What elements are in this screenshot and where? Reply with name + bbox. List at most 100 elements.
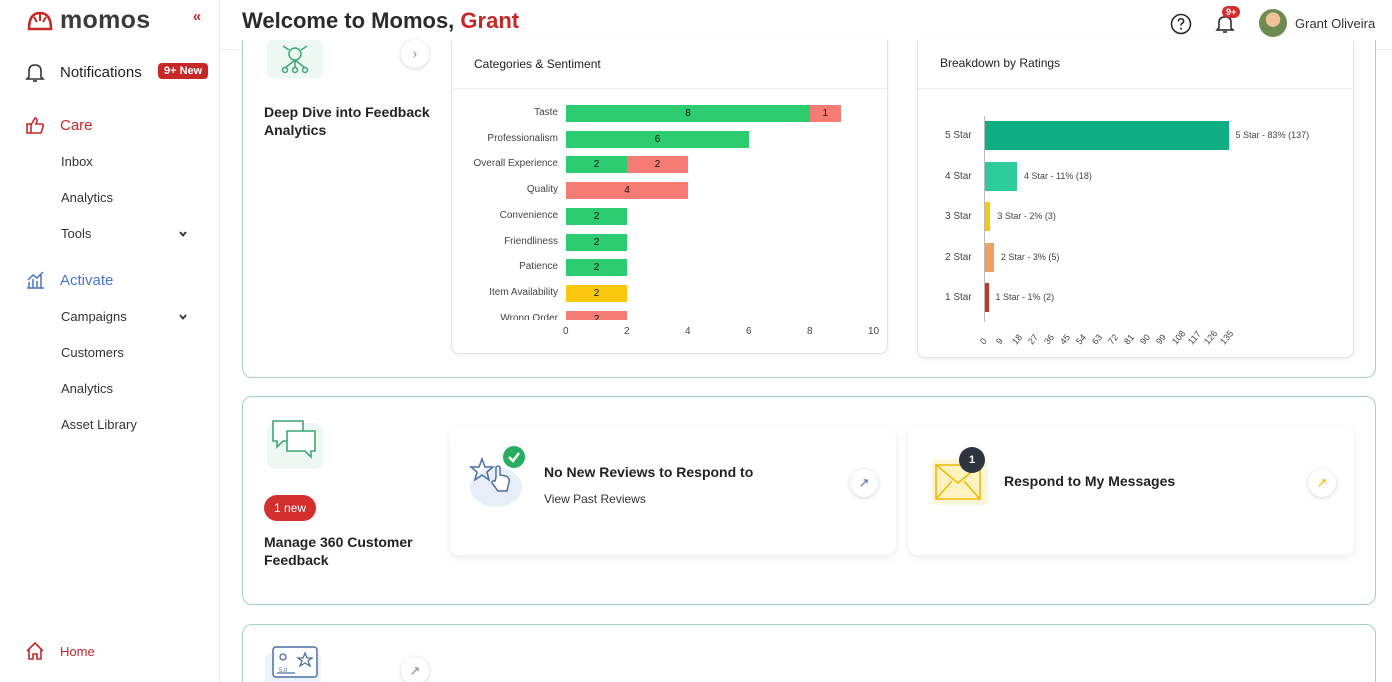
user-name[interactable]: Grant Oliveira — [1295, 16, 1376, 31]
sidebar-item-tools[interactable]: Tools — [61, 226, 92, 241]
x-tick-label: 45 — [1058, 332, 1073, 347]
view-past-reviews-link[interactable]: View Past Reviews — [544, 492, 646, 506]
x-tick-label: 135 — [1218, 328, 1236, 347]
sidebar-item-activate[interactable]: Activate — [24, 269, 113, 291]
ratings-chart: 5 Star 5 Star - 83% (137) 4 Star 4 Star - 1… — [918, 40, 1355, 358]
messages-count-badge: 1 — [959, 447, 985, 473]
rating-star-icon — [265, 646, 321, 682]
chevron-down-icon[interactable] — [178, 312, 188, 322]
panel-divider — [452, 88, 887, 89]
category-bar-segment[interactable]: 2 — [566, 233, 627, 251]
x-tick-label: 0 — [563, 326, 569, 337]
rating-bar[interactable] — [985, 242, 994, 272]
y-axis-line — [984, 116, 985, 322]
sidebar-item-notifications[interactable]: Notifications — [24, 61, 142, 83]
categories-panel-title: Categories & Sentiment — [474, 57, 601, 71]
avatar[interactable] — [1259, 9, 1287, 37]
momos-logo-icon — [27, 11, 53, 30]
ratings-breakdown-panel: Breakdown by Ratings 5 Star 5 Star - 83% … — [917, 40, 1354, 358]
category-bar-segment[interactable]: 6 — [566, 130, 749, 148]
x-tick-label: 6 — [746, 326, 752, 337]
category-label: Patience — [519, 261, 558, 273]
sidebar-item-care[interactable]: Care — [24, 114, 93, 136]
category-bar-segment[interactable]: 2 — [566, 207, 627, 225]
categories-plot-area: Taste 8 1 Professionalism 6 Overall Experienc… — [452, 95, 889, 320]
sidebar-item-home[interactable]: Home — [24, 640, 95, 662]
rating-data-label: 3 Star - 2% (3) — [997, 211, 1056, 221]
x-tick-label: 0 — [978, 336, 989, 347]
sidebar-item-customers[interactable]: Customers — [61, 345, 124, 360]
category-bar-segment[interactable]: 8 — [566, 105, 810, 122]
sidebar-item-care-analytics[interactable]: Analytics — [61, 190, 114, 205]
sidebar-item-asset-library[interactable]: Asset Library — [61, 417, 137, 432]
open-feedback-analytics-button[interactable]: › — [401, 40, 429, 68]
x-tick-label: 81 — [1122, 332, 1137, 347]
momos-logo[interactable]: momos — [26, 6, 150, 35]
bar-chart-icon — [27, 271, 44, 289]
x-tick-label: 63 — [1090, 332, 1105, 347]
messages-arrow-button[interactable]: ↗ — [1308, 469, 1336, 497]
feedback-analytics-section: › Deep Dive into Feedback Analytics Cate… — [242, 40, 1376, 378]
rating-label: 5 Star — [945, 130, 972, 141]
rating-label: 3 Star — [945, 211, 972, 222]
reviews-summary-arrow-button[interactable]: ↗ — [401, 657, 429, 682]
x-tick-label: 108 — [1170, 328, 1188, 347]
reviews-summary-section: 5.0 ↗ — [242, 624, 1376, 682]
category-label: Overall Experience — [473, 158, 558, 170]
messages-card[interactable]: 1 Respond to My Messages ↗ — [908, 427, 1354, 555]
rating-label: 4 Star — [945, 170, 972, 182]
messages-card-title: Respond to My Messages — [1004, 473, 1176, 489]
category-label: Convenience — [499, 209, 558, 221]
rating-bar[interactable] — [985, 121, 1229, 150]
rating-bar[interactable] — [985, 161, 1017, 191]
chevron-down-icon[interactable] — [178, 229, 188, 239]
rating-data-label: 4 Star - 11% (18) — [1024, 170, 1092, 181]
x-tick-label: 126 — [1202, 328, 1220, 347]
x-tick-label: 54 — [1074, 332, 1089, 347]
panel-divider — [918, 88, 1353, 89]
x-tick-label: 10 — [868, 326, 880, 337]
x-tick-label: 27 — [1026, 332, 1041, 347]
category-label: Item Availability — [489, 286, 558, 298]
collapse-sidebar-button[interactable]: « — [192, 8, 202, 25]
sidebar-item-activate-analytics[interactable]: Analytics — [61, 381, 114, 396]
rating-label: 1 Star — [945, 292, 972, 303]
customer-feedback-section: 1 new Manage 360 Customer Feedback No Ne… — [242, 396, 1376, 605]
sidebar-item-campaigns[interactable]: Campaigns — [61, 309, 127, 324]
new-feedback-badge: 1 new — [264, 495, 317, 521]
logo-text: momos — [60, 6, 151, 34]
rating-bar[interactable] — [985, 283, 989, 312]
home-icon — [26, 641, 44, 660]
category-label: Friendliness — [504, 235, 558, 247]
rating-bar[interactable] — [985, 202, 991, 231]
category-label: Wrong Order — [500, 312, 558, 320]
x-tick-label: 90 — [1138, 332, 1153, 347]
sidebar: momos « Notifications 9+ New Care Inbox … — [0, 0, 220, 682]
category-bar-segment[interactable]: 2 — [627, 156, 688, 174]
help-icon[interactable] — [1170, 13, 1192, 35]
x-tick-label: 2 — [624, 326, 630, 337]
reviews-card[interactable]: No New Reviews to Respond to View Past R… — [450, 427, 896, 555]
reviews-arrow-button[interactable]: ↗ — [850, 469, 878, 497]
rating-data-label: 2 Star - 3% (5) — [1000, 251, 1060, 262]
category-bar-segment[interactable]: 2 — [566, 310, 627, 320]
ratings-panel-title: Breakdown by Ratings — [940, 56, 1061, 70]
category-bar-segment[interactable]: 1 — [810, 105, 841, 122]
x-tick-label: 9 — [994, 336, 1005, 347]
category-label: Taste — [534, 107, 558, 118]
x-tick-label: 18 — [1010, 332, 1025, 347]
feedback-analytics-title: Deep Dive into Feedback Analytics — [264, 104, 430, 138]
care-label: Care — [60, 116, 93, 134]
category-bar-segment[interactable]: 2 — [566, 284, 627, 302]
x-tick-label: 72 — [1106, 332, 1121, 347]
customer-feedback-title: Manage 360 Customer Feedback — [264, 534, 413, 568]
x-tick-label: 117 — [1186, 329, 1203, 347]
x-tick-label: 99 — [1154, 332, 1169, 347]
chat-bubbles-icon — [267, 420, 323, 469]
rating-data-label: 1 Star - 1% (2) — [995, 292, 1055, 302]
category-bar-segment[interactable]: 4 — [566, 182, 688, 200]
category-bar-segment[interactable]: 2 — [566, 156, 627, 174]
category-bar-segment[interactable]: 2 — [566, 259, 627, 277]
bell-icon — [25, 64, 45, 82]
sidebar-item-inbox[interactable]: Inbox — [61, 154, 93, 169]
